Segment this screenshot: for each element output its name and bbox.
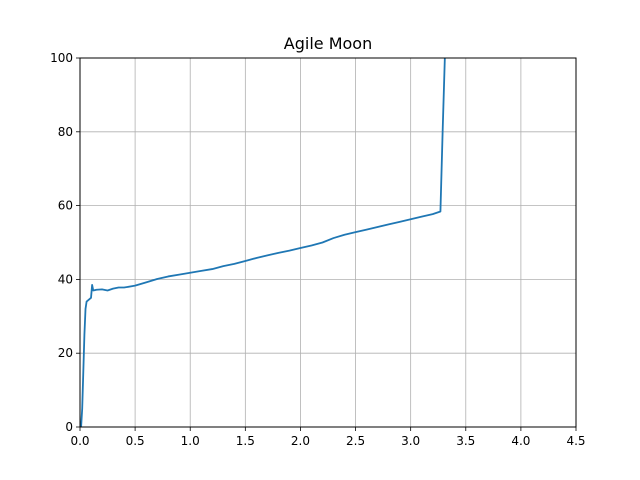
- series-layer: [80, 58, 446, 427]
- x-tick-label: 2.0: [291, 434, 310, 448]
- x-tick-label: 4.5: [566, 434, 585, 448]
- chart-title: Agile Moon: [284, 34, 372, 53]
- y-tick-label: 40: [58, 272, 73, 286]
- x-tick-label: 3.5: [456, 434, 475, 448]
- x-tick-label: 1.5: [236, 434, 255, 448]
- series-line: [80, 58, 446, 427]
- y-tick-label: 60: [58, 199, 73, 213]
- x-tick-label: 4.0: [511, 434, 530, 448]
- x-tick-label: 0.5: [126, 434, 145, 448]
- x-tick-label: 0.0: [70, 434, 89, 448]
- x-tick-label: 2.5: [346, 434, 365, 448]
- x-axis: 0.0 0.5 1.0 1.5 2.0 2.5 3.0 3.5 4.0 4.5: [70, 427, 586, 448]
- y-tick-label: 80: [58, 125, 73, 139]
- x-tick-label: 3.0: [401, 434, 420, 448]
- x-tick-label: 1.0: [181, 434, 200, 448]
- y-tick-label: 0: [65, 420, 73, 434]
- y-axis: 0 20 40 60 80 100: [50, 51, 80, 434]
- y-tick-label: 20: [58, 346, 73, 360]
- plot-frame: [79, 57, 577, 428]
- y-tick-label: 100: [50, 51, 73, 65]
